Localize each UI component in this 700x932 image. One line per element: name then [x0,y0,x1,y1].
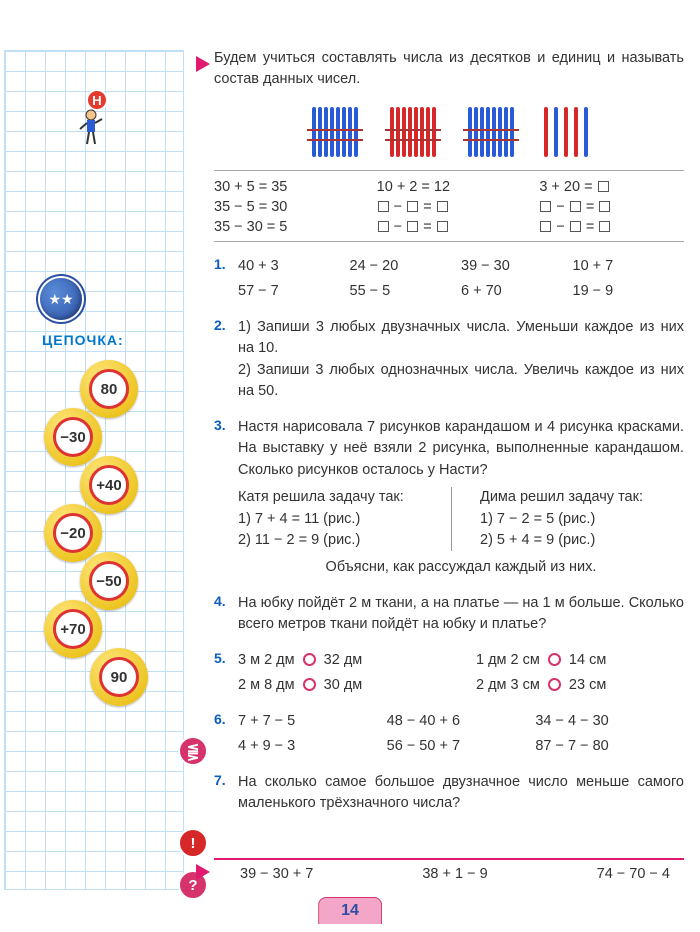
eq-cell: 10 + 7 [573,256,685,277]
task-text: 1) Запиши 3 любых двузначных числа. Умен… [238,317,684,403]
chain-coin: +40 [80,456,138,514]
task-5: 5. 3 м 2 дм 32 дм 1 дм 2 см 14 см 2 м 8 дм… [214,650,684,697]
task-number: 3. [214,417,238,579]
example-equations-grid: 30 + 5 = 35 10 + 2 = 12 3 + 20 = 35 − 5 … [214,179,684,235]
eq-cell: 35 − 5 = 30 [214,199,359,215]
task-7: 7. На сколько самое большое двузначное ч… [214,772,684,815]
coin-label: −20 [53,513,93,553]
eq-cell: 10 + 2 = 12 [377,179,522,195]
task-1: 1. 40 + 324 − 2039 − 3010 + 7 57 − 755 − … [214,256,684,303]
task-number: 6. [214,711,238,758]
eq-cell: 39 − 30 + 7 [240,866,313,882]
eq-cell: 30 + 5 = 35 [214,179,359,195]
sidebar: Н ★★ ЦЕПОЧКА: 80 −30 +40 −20 −50 +7090 [0,0,200,932]
dima-line: 1) 7 − 2 = 5 (рис.) [480,509,684,530]
divider [214,241,684,242]
task-number: 4. [214,593,238,636]
coin-label: +40 [89,465,129,505]
eq-cell: 55 − 5 [350,281,462,302]
task6-grid: 7 + 7 − 548 − 40 + 634 − 4 − 30 4 + 9 − 3… [238,711,684,758]
task-6: 6. 7 + 7 − 548 − 40 + 634 − 4 − 30 4 + 9 … [214,711,684,758]
compare-cell: 3 м 2 дм 32 дм [238,650,446,671]
intro-text: Будем учиться составлять числа из десятк… [214,48,684,90]
chain-coin: −20 [44,504,102,562]
dima-line: 2) 5 + 4 = 9 (рис.) [480,530,684,551]
solutions-two-col: Катя решила задачу так: 1) 7 + 4 = 11 (р… [238,487,684,551]
task-number: 5. [214,650,238,697]
eq-cell: 6 + 70 [461,281,573,302]
task5-grid: 3 м 2 дм 32 дм 1 дм 2 см 14 см 2 м 8 дм 30… [238,650,684,697]
bottom-divider [214,858,684,860]
task-text: На сколько самое большое двузначное числ… [238,772,684,815]
eq-cell: 19 − 9 [573,281,685,302]
task-number: 1. [214,256,238,303]
task1-grid: 40 + 324 − 2039 − 3010 + 7 57 − 755 − 56 … [238,256,684,303]
h-letter-badge: Н [86,89,108,111]
coin-label: 80 [89,369,129,409]
eq-cell: 24 − 20 [350,256,462,277]
stars-badge-icon: ★★ [40,278,82,320]
eq-cell: 87 − 7 − 80 [535,736,684,757]
task3-footer: Объясни, как рассуждал каждый из них. [238,557,684,578]
chain-coin: 80 [80,360,138,418]
eq-cell: 57 − 7 [238,281,350,302]
eq-cell: 38 + 1 − 9 [422,866,487,882]
main-content: Будем учиться составлять числа из десятк… [214,48,684,815]
eq-cell: 39 − 30 [461,256,573,277]
katya-line: 2) 11 − 2 = 9 (рис.) [238,530,441,551]
eq-cell: 56 − 50 + 7 [387,736,536,757]
task-text: Настя нарисовала 7 рисунков карандашом и… [238,417,684,481]
chain-coin: 90 [90,648,148,706]
coin-label: +70 [53,609,93,649]
eq-cell: 48 − 40 + 6 [387,711,536,732]
chain-title: ЦЕПОЧКА: [42,332,124,348]
eq-cell: 7 + 7 − 5 [238,711,387,732]
eq-cell: − = [377,219,522,235]
eq-cell: 3 + 20 = [539,179,684,195]
compare-cell: 1 дм 2 см 14 см [476,650,684,671]
stick-bundle [466,107,516,157]
task-3: 3. Настя нарисовала 7 рисунков карандашо… [214,417,684,579]
task-text: На юбку пойдёт 2 м ткани, а на платье — … [238,593,684,636]
chain-coin: −50 [80,552,138,610]
compare-cell: 2 м 8 дм 30 дм [238,675,446,696]
katya-line: 1) 7 + 4 = 11 (рис.) [238,509,441,530]
eq-cell: − = [539,219,684,235]
task-number: 7. [214,772,238,815]
task-number: 2. [214,317,238,403]
eq-cell: 34 − 4 − 30 [535,711,684,732]
stick-figure-icon [78,109,104,145]
eq-cell: 74 − 70 − 4 [597,866,670,882]
counting-sticks-illustration [214,104,684,160]
chain-coin: −30 [44,408,102,466]
bottom-equations: 39 − 30 + 7 38 + 1 − 9 74 − 70 − 4 [240,866,670,882]
eq-cell: 35 − 30 = 5 [214,219,359,235]
compare-cell: 2 дм 3 см 23 см [476,675,684,696]
eq-cell: 4 + 9 − 3 [238,736,387,757]
loose-sticks [544,107,588,157]
eq-cell: − = [539,199,684,215]
page-number-tab: 14 [318,897,382,924]
stick-bundle [310,107,360,157]
divider [214,170,684,171]
coin-label: 90 [99,657,139,697]
coin-label: −50 [89,561,129,601]
coin-label: −30 [53,417,93,457]
eq-cell: 40 + 3 [238,256,350,277]
task-2: 2. 1) Запиши 3 любых двузначных числа. У… [214,317,684,403]
katya-title: Катя решила задачу так: [238,487,441,508]
chain-coin: +70 [44,600,102,658]
dima-title: Дима решил задачу так: [480,487,684,508]
character-badge: Н [60,95,104,145]
task-4: 4. На юбку пойдёт 2 м ткани, а на платье… [214,593,684,636]
eq-cell: − = [377,199,522,215]
stick-bundle [388,107,438,157]
